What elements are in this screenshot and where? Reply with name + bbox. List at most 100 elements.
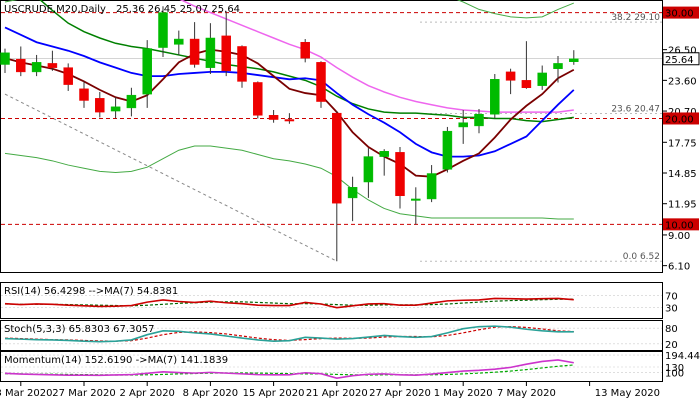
date-tick-label: 27 Mar 2020 bbox=[52, 388, 115, 399]
bollinger-lower-line bbox=[4, 145, 574, 220]
candle-body bbox=[474, 113, 484, 127]
candle bbox=[237, 45, 247, 88]
momentum-panel: 194.4417130100 Momentum(14) 152.6190 ->M… bbox=[0, 351, 700, 382]
fib-level-label: 38.2 29.10 bbox=[611, 13, 660, 23]
stoch-main-line bbox=[4, 325, 574, 343]
candle-body bbox=[411, 198, 421, 201]
candle-body bbox=[47, 63, 58, 68]
candle bbox=[0, 48, 10, 73]
candle-body bbox=[95, 98, 105, 113]
candle-body bbox=[300, 41, 310, 59]
candle-body bbox=[458, 122, 468, 128]
candle bbox=[395, 147, 405, 209]
candle bbox=[31, 54, 42, 77]
ma-mid-line bbox=[4, 26, 575, 158]
candle-body bbox=[205, 37, 216, 68]
fib-level-label: 23.6 20.47 bbox=[611, 104, 660, 114]
candle-body bbox=[442, 130, 453, 170]
momentum-tick-label: 100 bbox=[665, 369, 684, 380]
candle bbox=[79, 81, 89, 108]
price-tick-label: 9.00 bbox=[668, 231, 690, 242]
level-tag-label: 20.00 bbox=[665, 114, 694, 125]
candle-body bbox=[332, 112, 342, 204]
momentum-axis-ticks: 194.4417130100 bbox=[665, 351, 700, 380]
level-tags: 30.00 20.00 10.00 bbox=[663, 6, 699, 231]
candle bbox=[442, 126, 453, 173]
candle bbox=[63, 63, 73, 91]
candle bbox=[474, 108, 484, 134]
fibonacci-retracement: 38.2 29.10 23.6 20.47 0.0 6.52 bbox=[4, 13, 662, 262]
candle-body bbox=[379, 151, 389, 157]
candle bbox=[158, 6, 168, 58]
level-tag-box bbox=[663, 218, 699, 231]
date-tick-label: 7 May 2020 bbox=[497, 388, 556, 399]
candle-body bbox=[110, 106, 121, 112]
price-tick-label: 17.75 bbox=[668, 138, 697, 149]
candle-body bbox=[284, 119, 295, 122]
candle bbox=[126, 87, 137, 117]
horizontal-levels bbox=[1, 12, 662, 225]
candle-body bbox=[521, 80, 532, 89]
candle bbox=[221, 11, 231, 77]
fib-level-label: 0.0 6.52 bbox=[623, 252, 660, 262]
candle-body bbox=[158, 12, 168, 48]
rsi-lines bbox=[1, 294, 662, 309]
candle-body bbox=[395, 152, 405, 197]
level-tag-label: 30.00 bbox=[665, 9, 694, 20]
stoch-tick-label: 20 bbox=[665, 340, 678, 351]
date-tick-label: 23 Mar 2020 bbox=[0, 388, 53, 399]
rsi-panel-frame bbox=[0, 282, 663, 319]
candle bbox=[569, 50, 579, 65]
candle bbox=[142, 40, 152, 108]
level-tag-box bbox=[663, 6, 699, 19]
momentum-lines bbox=[1, 354, 662, 379]
candle bbox=[110, 97, 121, 119]
candle-body bbox=[268, 115, 279, 120]
price-tick-label: 14.85 bbox=[668, 169, 697, 180]
candle bbox=[426, 165, 437, 203]
momentum-tick-label: 130 bbox=[665, 363, 684, 374]
date-tick-label: 27 Apr 2020 bbox=[369, 388, 431, 399]
price-tick-label: 23.60 bbox=[668, 76, 697, 87]
date-tick-label: 15 Apr 2020 bbox=[243, 388, 305, 399]
candle bbox=[300, 39, 310, 63]
candle-body bbox=[347, 187, 358, 199]
candle-body bbox=[16, 58, 26, 73]
stoch-tick-label: 80 bbox=[665, 324, 678, 335]
candle bbox=[347, 176, 358, 222]
candle bbox=[521, 41, 532, 89]
candle bbox=[47, 50, 58, 71]
stochastic-lines bbox=[1, 325, 662, 345]
candle-body bbox=[126, 94, 137, 109]
stochastic-title: Stoch(5,3,3) 65.8303 67.3057 bbox=[4, 324, 155, 335]
level-tag-label: 10.00 bbox=[665, 220, 694, 231]
candle bbox=[189, 22, 200, 68]
candle-body bbox=[142, 48, 152, 95]
rsi-main-line bbox=[4, 297, 574, 309]
candle bbox=[553, 56, 563, 83]
last-price-box bbox=[662, 52, 700, 66]
price-tick-label: 26.50 bbox=[668, 46, 697, 57]
candlesticks bbox=[0, 6, 579, 262]
date-tick-label: 2 Apr 2020 bbox=[119, 388, 174, 399]
stochastic-panel-frame bbox=[0, 320, 663, 351]
last-price-text: 25.64 bbox=[665, 55, 694, 66]
candle bbox=[205, 23, 216, 74]
bollinger-bands bbox=[4, 0, 574, 220]
momentum-title: Momentum(14) 152.6190 ->MA(7) 141.1839 bbox=[4, 355, 228, 366]
candle-body bbox=[174, 38, 184, 45]
candle-body bbox=[363, 156, 374, 183]
candle bbox=[332, 111, 342, 262]
momentum-main-line bbox=[4, 359, 574, 379]
candle bbox=[316, 61, 326, 108]
candle-body bbox=[537, 72, 547, 86]
candle bbox=[379, 149, 389, 176]
price-panel: 38.2 29.10 23.6 20.47 0.0 6.52 USCRUDE,M20… bbox=[0, 0, 663, 273]
rsi-title: RSI(14) 56.4298 -->MA(7) 54.8381 bbox=[4, 286, 178, 297]
candle-body bbox=[79, 88, 89, 101]
candle bbox=[174, 30, 184, 55]
